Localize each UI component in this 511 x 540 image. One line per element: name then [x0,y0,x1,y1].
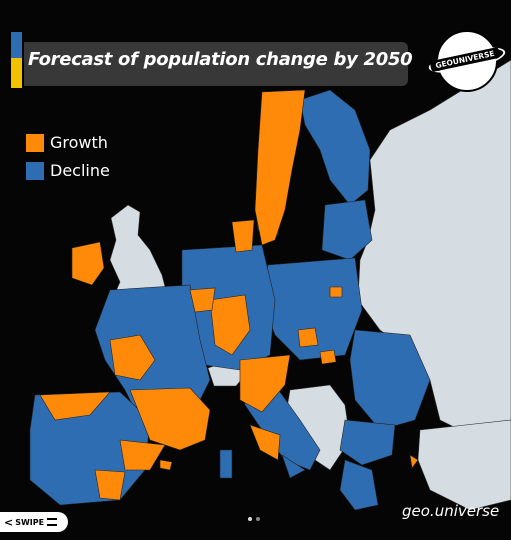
title-banner [24,42,408,86]
legend-item-growth: Growth [26,133,108,152]
legend-label-growth: Growth [50,133,108,152]
menu-lines-icon [47,518,58,526]
legend-label-decline: Decline [50,161,110,180]
map-title: Forecast of population change by 2050 [28,49,413,70]
watermark: geo.universe [402,502,500,520]
chevron-left-icon: < [4,515,14,529]
swipe-button[interactable]: < SWIPE [0,512,68,532]
flag-stripe-yellow [11,58,22,88]
decline-regions [29,89,431,511]
carousel-dot-1[interactable] [248,517,252,521]
legend-swatch-decline [26,161,44,180]
carousel-indicator[interactable] [248,517,260,521]
legend-item-decline: Decline [26,161,110,180]
carousel-dot-2[interactable] [256,517,260,521]
flag-stripe-blue [11,32,22,58]
swipe-label: SWIPE [15,517,45,527]
growth-regions [39,89,419,501]
legend-swatch-growth [26,133,44,152]
